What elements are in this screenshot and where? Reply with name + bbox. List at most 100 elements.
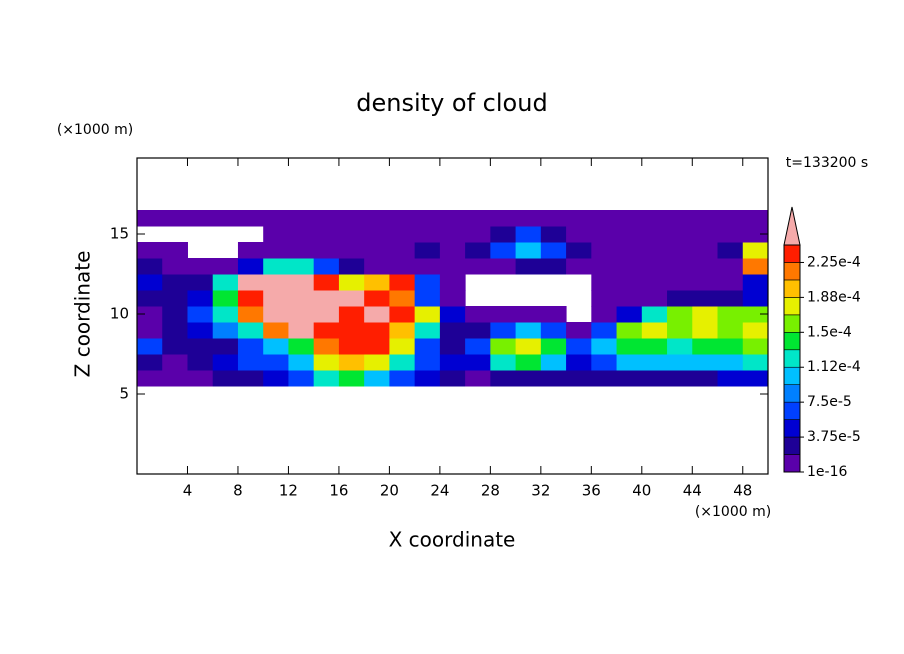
contour-cell <box>364 226 390 243</box>
contour-cell <box>364 258 390 275</box>
contour-cell <box>692 322 719 339</box>
contour-cell <box>616 370 643 387</box>
contour-cell <box>389 258 416 275</box>
contour-cell <box>237 290 264 307</box>
contour-cell <box>414 210 441 227</box>
contour-cell <box>389 338 416 355</box>
colorbar-tick-label: 1.5e-4 <box>807 324 852 340</box>
contour-cell <box>717 322 744 339</box>
contour-cell <box>717 338 744 355</box>
contour-cell <box>237 370 264 387</box>
contour-cell <box>591 354 618 371</box>
contour-cell <box>288 322 315 339</box>
contour-cell <box>288 210 315 227</box>
x-tick-label: 24 <box>430 482 449 500</box>
contour-cell <box>717 354 744 371</box>
contour-cell <box>288 354 315 371</box>
contour-cell <box>591 338 618 355</box>
contour-cell <box>591 226 618 243</box>
contour-cell <box>465 242 491 259</box>
contour-cell <box>439 306 466 323</box>
contour-cell <box>313 258 340 275</box>
contour-cell <box>515 354 542 371</box>
contour-cell <box>667 258 693 275</box>
contour-cell <box>540 322 567 339</box>
contour-cell <box>515 210 542 227</box>
contour-cell <box>263 242 289 259</box>
contour-cell <box>187 210 214 227</box>
x-tick-label: 12 <box>279 482 298 500</box>
contour-cell <box>566 322 592 339</box>
contour-cell <box>338 226 365 243</box>
colorbar-band <box>783 349 801 368</box>
contour-cell <box>414 258 441 275</box>
contour-cell <box>692 274 719 291</box>
colorbar-band <box>783 332 801 351</box>
y-tick-label: 5 <box>119 385 129 403</box>
contour-cell <box>439 338 466 355</box>
x-tick-label: 28 <box>481 482 500 500</box>
contour-cell <box>263 274 289 291</box>
contour-cell <box>338 322 365 339</box>
contour-cell <box>364 290 390 307</box>
contour-cell <box>288 370 315 387</box>
contour-cell <box>338 210 365 227</box>
contour-cell <box>187 354 214 371</box>
contour-cell <box>288 258 315 275</box>
contour-cell <box>212 354 239 371</box>
contour-cell <box>742 258 768 275</box>
contour-cell <box>591 210 618 227</box>
contour-cell <box>237 274 264 291</box>
contour-cell <box>389 354 416 371</box>
contour-cell <box>641 242 668 259</box>
contour-cell <box>465 354 491 371</box>
x-axis-label: X coordinate <box>389 528 516 552</box>
contour-cell <box>566 258 592 275</box>
contour-cell <box>414 274 441 291</box>
contour-cell <box>641 274 668 291</box>
colorbar-band <box>783 454 801 473</box>
contour-cell <box>137 290 163 307</box>
contour-cell <box>692 338 719 355</box>
contour-cell <box>515 226 542 243</box>
x-tick-label: 32 <box>531 482 550 500</box>
contour-cell <box>616 274 643 291</box>
contour-cell <box>616 258 643 275</box>
colorbar-frame <box>783 244 801 473</box>
contour-cell <box>313 354 340 371</box>
contour-cell <box>742 290 768 307</box>
contour-cell <box>237 242 264 259</box>
contour-cell <box>515 338 542 355</box>
contour-cell <box>490 354 517 371</box>
colorbar-tick-label: 1e-16 <box>807 464 847 480</box>
contour-cell <box>616 322 643 339</box>
contour-cell <box>439 274 466 291</box>
contour-cell <box>591 322 618 339</box>
contour-cell <box>667 322 693 339</box>
contour-cell <box>162 306 188 323</box>
contour-cell <box>490 226 517 243</box>
colorbar-band <box>783 262 801 281</box>
contour-cell <box>364 338 390 355</box>
contour-cell <box>288 242 315 259</box>
contour-cell <box>591 258 618 275</box>
contour-cell <box>717 258 744 275</box>
contour-cell <box>641 338 668 355</box>
contour-cell <box>137 306 163 323</box>
x-unit: (×1000 m) <box>695 504 771 520</box>
contour-cell <box>338 258 365 275</box>
contour-cell <box>212 322 239 339</box>
contour-cell <box>490 370 517 387</box>
y-unit: (×1000 m) <box>57 122 133 138</box>
contour-cell <box>313 290 340 307</box>
y-tick-label: 10 <box>110 305 129 323</box>
contour-cell <box>692 258 719 275</box>
x-tick-label: 48 <box>733 482 752 500</box>
contour-cell <box>591 306 618 323</box>
x-tick-label: 40 <box>632 482 651 500</box>
contour-cell <box>137 274 163 291</box>
colorbar-tick-label: 2.25e-4 <box>807 254 861 270</box>
contour-cell <box>616 226 643 243</box>
contour-cell <box>465 322 491 339</box>
field <box>137 210 768 387</box>
